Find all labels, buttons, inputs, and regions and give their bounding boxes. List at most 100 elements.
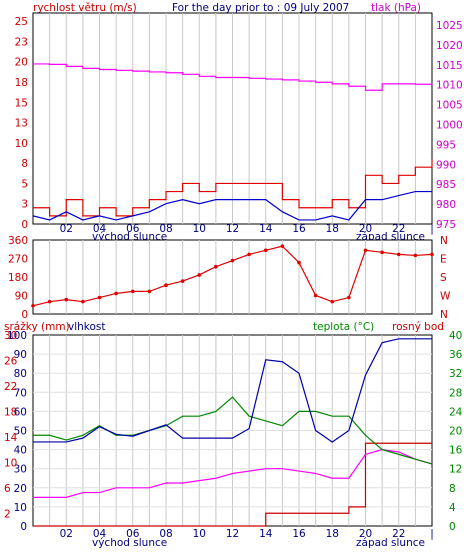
wind-y-tick-10: 10 (15, 138, 28, 150)
x-tick-bottom-22: 22 (392, 528, 405, 540)
humidity-y-tick-70: 70 (14, 387, 27, 399)
rain-line (33, 442, 432, 527)
wind-y-tick-13: 13 (15, 118, 28, 130)
temp-y-tick-0: 0 (449, 521, 456, 533)
temp-y-tick-32: 32 (449, 368, 462, 380)
wind-y-tick-18: 18 (15, 77, 28, 89)
humidity-y-tick-50: 50 (14, 426, 27, 438)
rain-y-tick-2: 2 (4, 508, 11, 520)
x-tick-top-10: 10 (193, 223, 206, 235)
pressure-y-tick-985: 985 (436, 179, 456, 191)
sunset-label-bottom: západ slunce (356, 537, 425, 549)
x-tick-bottom-12: 12 (226, 528, 239, 540)
wind-y-tick-5: 5 (21, 178, 28, 190)
dir-compass-3: E (440, 254, 447, 266)
pressure-line (33, 63, 433, 91)
rain-y-tick-6: 6 (4, 483, 11, 495)
temp-y-tick-36: 36 (449, 349, 463, 361)
temp-y-tick-24: 24 (449, 406, 463, 418)
x-tick-bottom-08: 08 (159, 528, 172, 540)
dir-line (32, 245, 433, 307)
wind-avg-line (32, 190, 432, 221)
dir-compass-4: N (440, 235, 448, 247)
chart-title: For the day prior to : 09 July 2007 (172, 2, 349, 14)
humidity-y-tick-30: 30 (14, 464, 27, 476)
rain-y-tick-26: 26 (4, 355, 18, 367)
temp-y-tick-12: 12 (449, 464, 462, 476)
rain-y-tick-18: 18 (4, 406, 17, 418)
sunrise-label-bottom: východ slunce (92, 537, 167, 549)
humidity-y-tick-20: 20 (14, 483, 27, 495)
humidity-y-tick-80: 80 (14, 368, 27, 380)
pressure-y-tick-1020: 1020 (436, 40, 463, 52)
dir-y-tick-0: 0 (21, 309, 28, 321)
pressure-y-tick-975: 975 (436, 219, 456, 231)
wind-gust-line (33, 159, 433, 217)
dir-compass-1: W (440, 291, 451, 303)
x-tick-top-22: 22 (392, 223, 405, 235)
dir-y-tick-180: 180 (8, 272, 28, 284)
pressure-y-tick-1010: 1010 (436, 80, 463, 92)
humidity-y-tick-60: 60 (14, 406, 27, 418)
x-tick-bottom-16: 16 (292, 528, 306, 540)
humidity-label: vlhkost (68, 321, 106, 333)
rain-label: srážky (mm) (4, 321, 70, 333)
rain-y-tick-14: 14 (4, 432, 18, 444)
dir-y-tick-90: 90 (15, 291, 28, 303)
temp-y-tick-8: 8 (449, 483, 456, 495)
temp-y-tick-16: 16 (449, 445, 463, 457)
x-tick-top-06: 06 (126, 223, 140, 235)
wind-y-tick-25: 25 (15, 16, 28, 28)
wind-y-tick-3: 3 (21, 199, 28, 211)
x-tick-bottom-14: 14 (259, 528, 273, 540)
x-tick-top-08: 08 (159, 223, 172, 235)
x-tick-top-|: | (430, 223, 434, 235)
dir-y-tick-360: 360 (8, 235, 28, 247)
pressure-y-tick-1025: 1025 (436, 20, 463, 32)
dir-compass-0: N (440, 309, 448, 321)
temp-y-tick-28: 28 (449, 387, 462, 399)
dewpoint-label: rosný bod (392, 321, 444, 333)
x-tick-top-16: 16 (292, 223, 306, 235)
x-tick-bottom-|: | (430, 528, 434, 540)
x-tick-top-14: 14 (259, 223, 273, 235)
humidity-y-tick-40: 40 (14, 445, 27, 457)
x-tick-top-20: 20 (359, 223, 372, 235)
x-tick-top-12: 12 (226, 223, 239, 235)
temp-y-tick-40: 40 (449, 330, 462, 342)
rain-y-tick-22: 22 (4, 381, 17, 393)
pressure-y-tick-1015: 1015 (436, 60, 463, 72)
x-tick-bottom-02: 02 (60, 528, 73, 540)
wind-y-tick-20: 20 (15, 57, 28, 69)
temp-y-tick-20: 20 (449, 426, 462, 438)
x-tick-bottom-20: 20 (359, 528, 372, 540)
temperature-line (33, 396, 433, 465)
rain-y-tick-10: 10 (4, 457, 17, 469)
humidity-y-tick-100: 100 (7, 330, 27, 342)
x-tick-top-02: 02 (60, 223, 73, 235)
x-tick-top-04: 04 (93, 223, 107, 235)
dir-y-tick-270: 270 (8, 254, 28, 266)
pressure-label: tlak (hPa) (371, 2, 421, 14)
rain-y-tick-30: 30 (4, 330, 17, 342)
pressure-y-tick-980: 980 (436, 199, 456, 211)
wind-y-tick-0: 0 (21, 219, 28, 231)
humidity-y-tick-90: 90 (14, 349, 27, 361)
x-tick-top-18: 18 (326, 223, 339, 235)
x-tick-bottom-04: 04 (93, 528, 107, 540)
wind-y-tick-15: 15 (15, 97, 28, 109)
humidity-y-tick-10: 10 (14, 502, 27, 514)
temp-y-tick-4: 4 (449, 502, 456, 514)
humidity-line (33, 338, 432, 443)
x-tick-bottom-18: 18 (326, 528, 339, 540)
wind-y-tick-23: 23 (15, 36, 28, 48)
pressure-y-tick-1005: 1005 (436, 100, 463, 112)
humidity-y-tick-0: 0 (20, 521, 27, 533)
dir-compass-2: S (440, 272, 447, 284)
pressure-y-tick-990: 990 (436, 159, 456, 171)
pressure-y-tick-995: 995 (436, 139, 456, 151)
temperature-label: teplota (°C) (313, 321, 374, 333)
x-tick-bottom-06: 06 (126, 528, 140, 540)
